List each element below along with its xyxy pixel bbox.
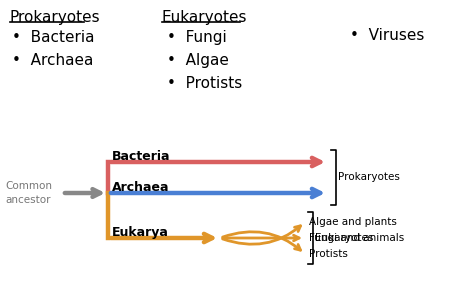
Text: Eukarya: Eukarya [112, 226, 169, 239]
Text: •  Bacteria: • Bacteria [12, 30, 94, 45]
Text: Eukaryotes: Eukaryotes [315, 233, 374, 243]
Text: Prokaryotes: Prokaryotes [10, 10, 100, 25]
Text: Archaea: Archaea [112, 181, 170, 194]
Text: Prokaryotes: Prokaryotes [338, 172, 400, 182]
Text: •  Algae: • Algae [167, 53, 229, 68]
Text: Bacteria: Bacteria [112, 150, 171, 163]
Text: •  Archaea: • Archaea [12, 53, 93, 68]
Text: Fungi and animals: Fungi and animals [309, 233, 404, 243]
Text: Algae and plants: Algae and plants [309, 217, 397, 227]
Text: •  Viruses: • Viruses [350, 28, 424, 43]
Text: •  Fungi: • Fungi [167, 30, 227, 45]
Text: Common
ancestor: Common ancestor [5, 181, 52, 205]
Text: •  Protists: • Protists [167, 76, 242, 91]
Text: Protists: Protists [309, 249, 348, 259]
Text: Eukaryotes: Eukaryotes [162, 10, 247, 25]
